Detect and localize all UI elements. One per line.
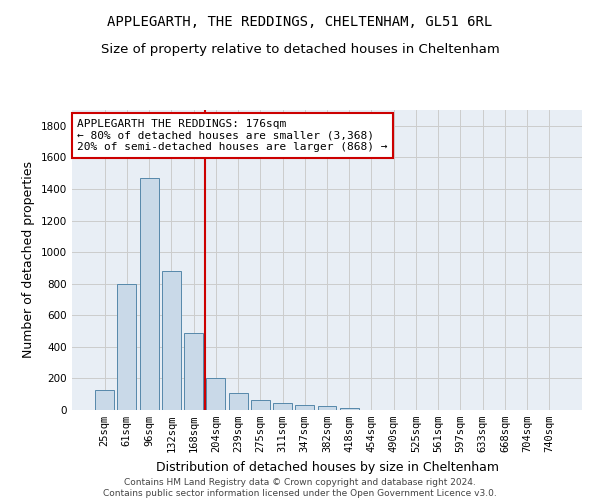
Text: Contains HM Land Registry data © Crown copyright and database right 2024.
Contai: Contains HM Land Registry data © Crown c… xyxy=(103,478,497,498)
X-axis label: Distribution of detached houses by size in Cheltenham: Distribution of detached houses by size … xyxy=(155,460,499,473)
Bar xyxy=(206,378,225,410)
Bar xyxy=(140,178,158,410)
Bar xyxy=(251,400,270,410)
Bar xyxy=(229,394,248,410)
Bar xyxy=(184,332,203,410)
Bar xyxy=(273,403,292,410)
Y-axis label: Number of detached properties: Number of detached properties xyxy=(22,162,35,358)
Bar xyxy=(162,271,181,410)
Bar xyxy=(118,284,136,410)
Text: APPLEGARTH THE REDDINGS: 176sqm
← 80% of detached houses are smaller (3,368)
20%: APPLEGARTH THE REDDINGS: 176sqm ← 80% of… xyxy=(77,119,388,152)
Bar xyxy=(317,406,337,410)
Text: APPLEGARTH, THE REDDINGS, CHELTENHAM, GL51 6RL: APPLEGARTH, THE REDDINGS, CHELTENHAM, GL… xyxy=(107,15,493,29)
Bar xyxy=(95,390,114,410)
Bar xyxy=(295,405,314,410)
Text: Size of property relative to detached houses in Cheltenham: Size of property relative to detached ho… xyxy=(101,42,499,56)
Bar xyxy=(340,408,359,410)
